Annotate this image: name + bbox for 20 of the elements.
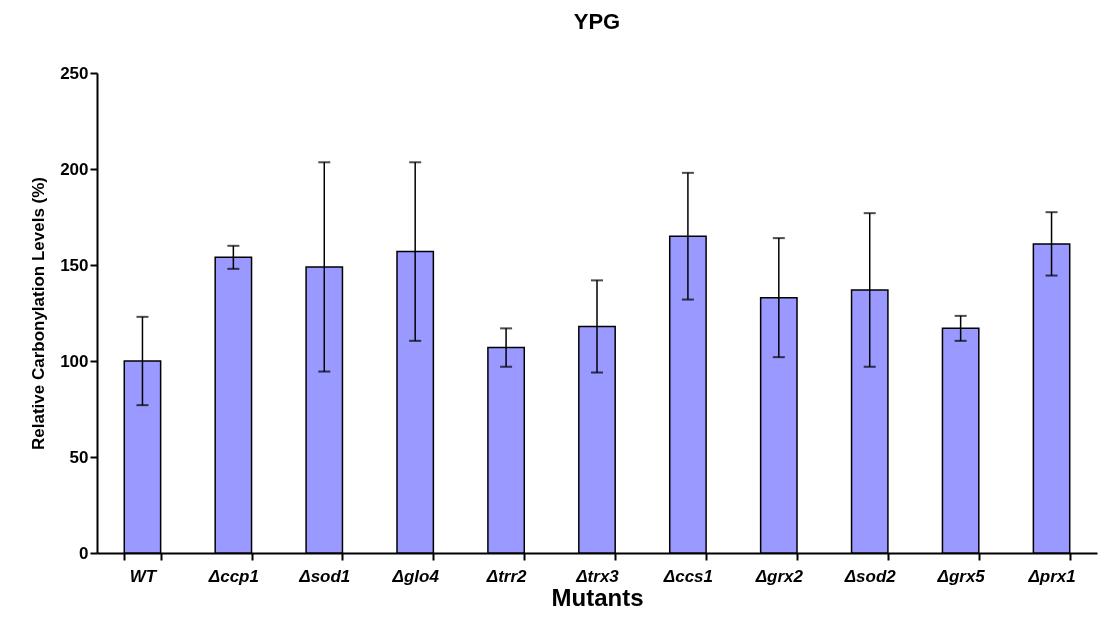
- y-tick-label: 50: [69, 447, 89, 467]
- y-tick-label: 0: [79, 543, 89, 563]
- chart-title: YPG: [573, 9, 621, 34]
- y-axis-title: Relative Carbonylation Levels (%): [29, 176, 49, 451]
- y-tick-label: 100: [60, 351, 89, 371]
- x-tick-label: Δsod1: [298, 566, 351, 586]
- x-tick-label: Δprx1: [1027, 566, 1076, 586]
- x-tick-label: Δtrr2: [485, 566, 528, 586]
- x-tick-label: WT: [129, 566, 158, 586]
- y-tick-label: 200: [60, 159, 89, 179]
- x-axis-title: Mutants: [551, 583, 644, 611]
- x-tick-label: Δgrx2: [754, 566, 804, 586]
- x-tick-label: Δccs1: [662, 566, 714, 586]
- y-tick-label: 250: [60, 63, 89, 83]
- x-tick-label: Δsod2: [843, 566, 897, 586]
- x-tick-label: Δglo4: [391, 566, 440, 586]
- y-tick-label: 150: [60, 255, 89, 275]
- x-tick-label: Δtrx3: [575, 566, 620, 586]
- x-tick-label: Δccp1: [207, 566, 259, 586]
- x-tick-label: Δgrx5: [936, 566, 986, 586]
